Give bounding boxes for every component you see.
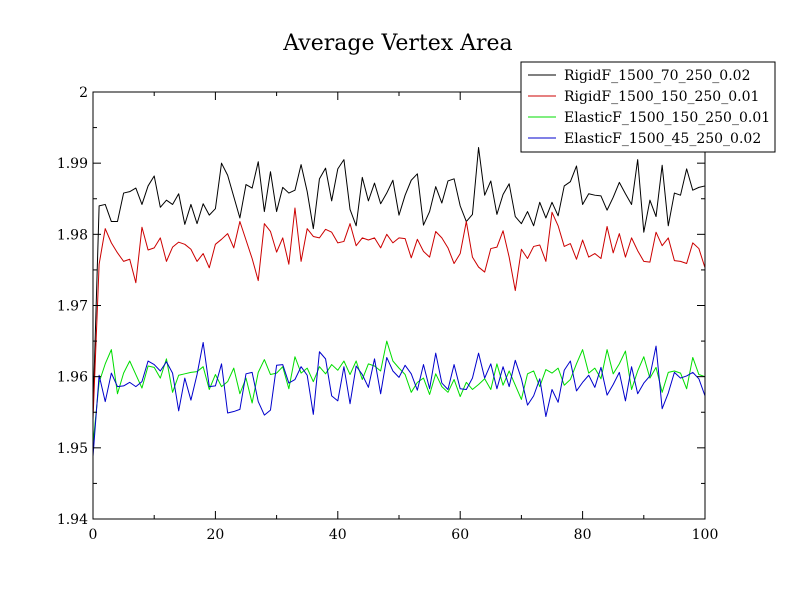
- x-tick-label: 0: [89, 527, 98, 543]
- series-line-4: [92, 342, 706, 457]
- y-tick-label: 2: [79, 85, 88, 101]
- y-tick-label: 1.96: [57, 370, 88, 386]
- legend-label-4: ElasticF_1500_45_250_0.02: [564, 131, 761, 147]
- legend-box: [520, 61, 776, 153]
- x-tick-label: 20: [206, 527, 224, 543]
- series-line-2: [92, 207, 706, 420]
- series-group: [92, 147, 706, 457]
- x-tick-label: 100: [692, 527, 719, 543]
- y-tick-label: 1.94: [57, 512, 88, 528]
- y-tick-label: 1.97: [57, 299, 88, 315]
- series-line-1: [92, 147, 706, 413]
- y-tick-label: 1.99: [57, 156, 88, 172]
- legend: RigidF_1500_70_250_0.02 RigidF_1500_150_2…: [520, 61, 776, 153]
- legend-label-2: RigidF_1500_150_250_0.01: [564, 89, 759, 105]
- chart-title: Average Vertex Area: [282, 31, 512, 56]
- x-axis: 0 20 40 60 80 100: [89, 92, 719, 543]
- legend-label-1: RigidF_1500_70_250_0.02: [564, 68, 750, 84]
- y-tick-label: 1.98: [57, 227, 88, 243]
- x-tick-label: 40: [329, 527, 347, 543]
- legend-label-3: ElasticF_1500_150_250_0.01: [564, 110, 770, 126]
- x-tick-label: 60: [451, 527, 469, 543]
- y-tick-label: 1.95: [57, 441, 88, 457]
- x-tick-label: 80: [574, 527, 592, 543]
- series-line-3: [92, 340, 706, 445]
